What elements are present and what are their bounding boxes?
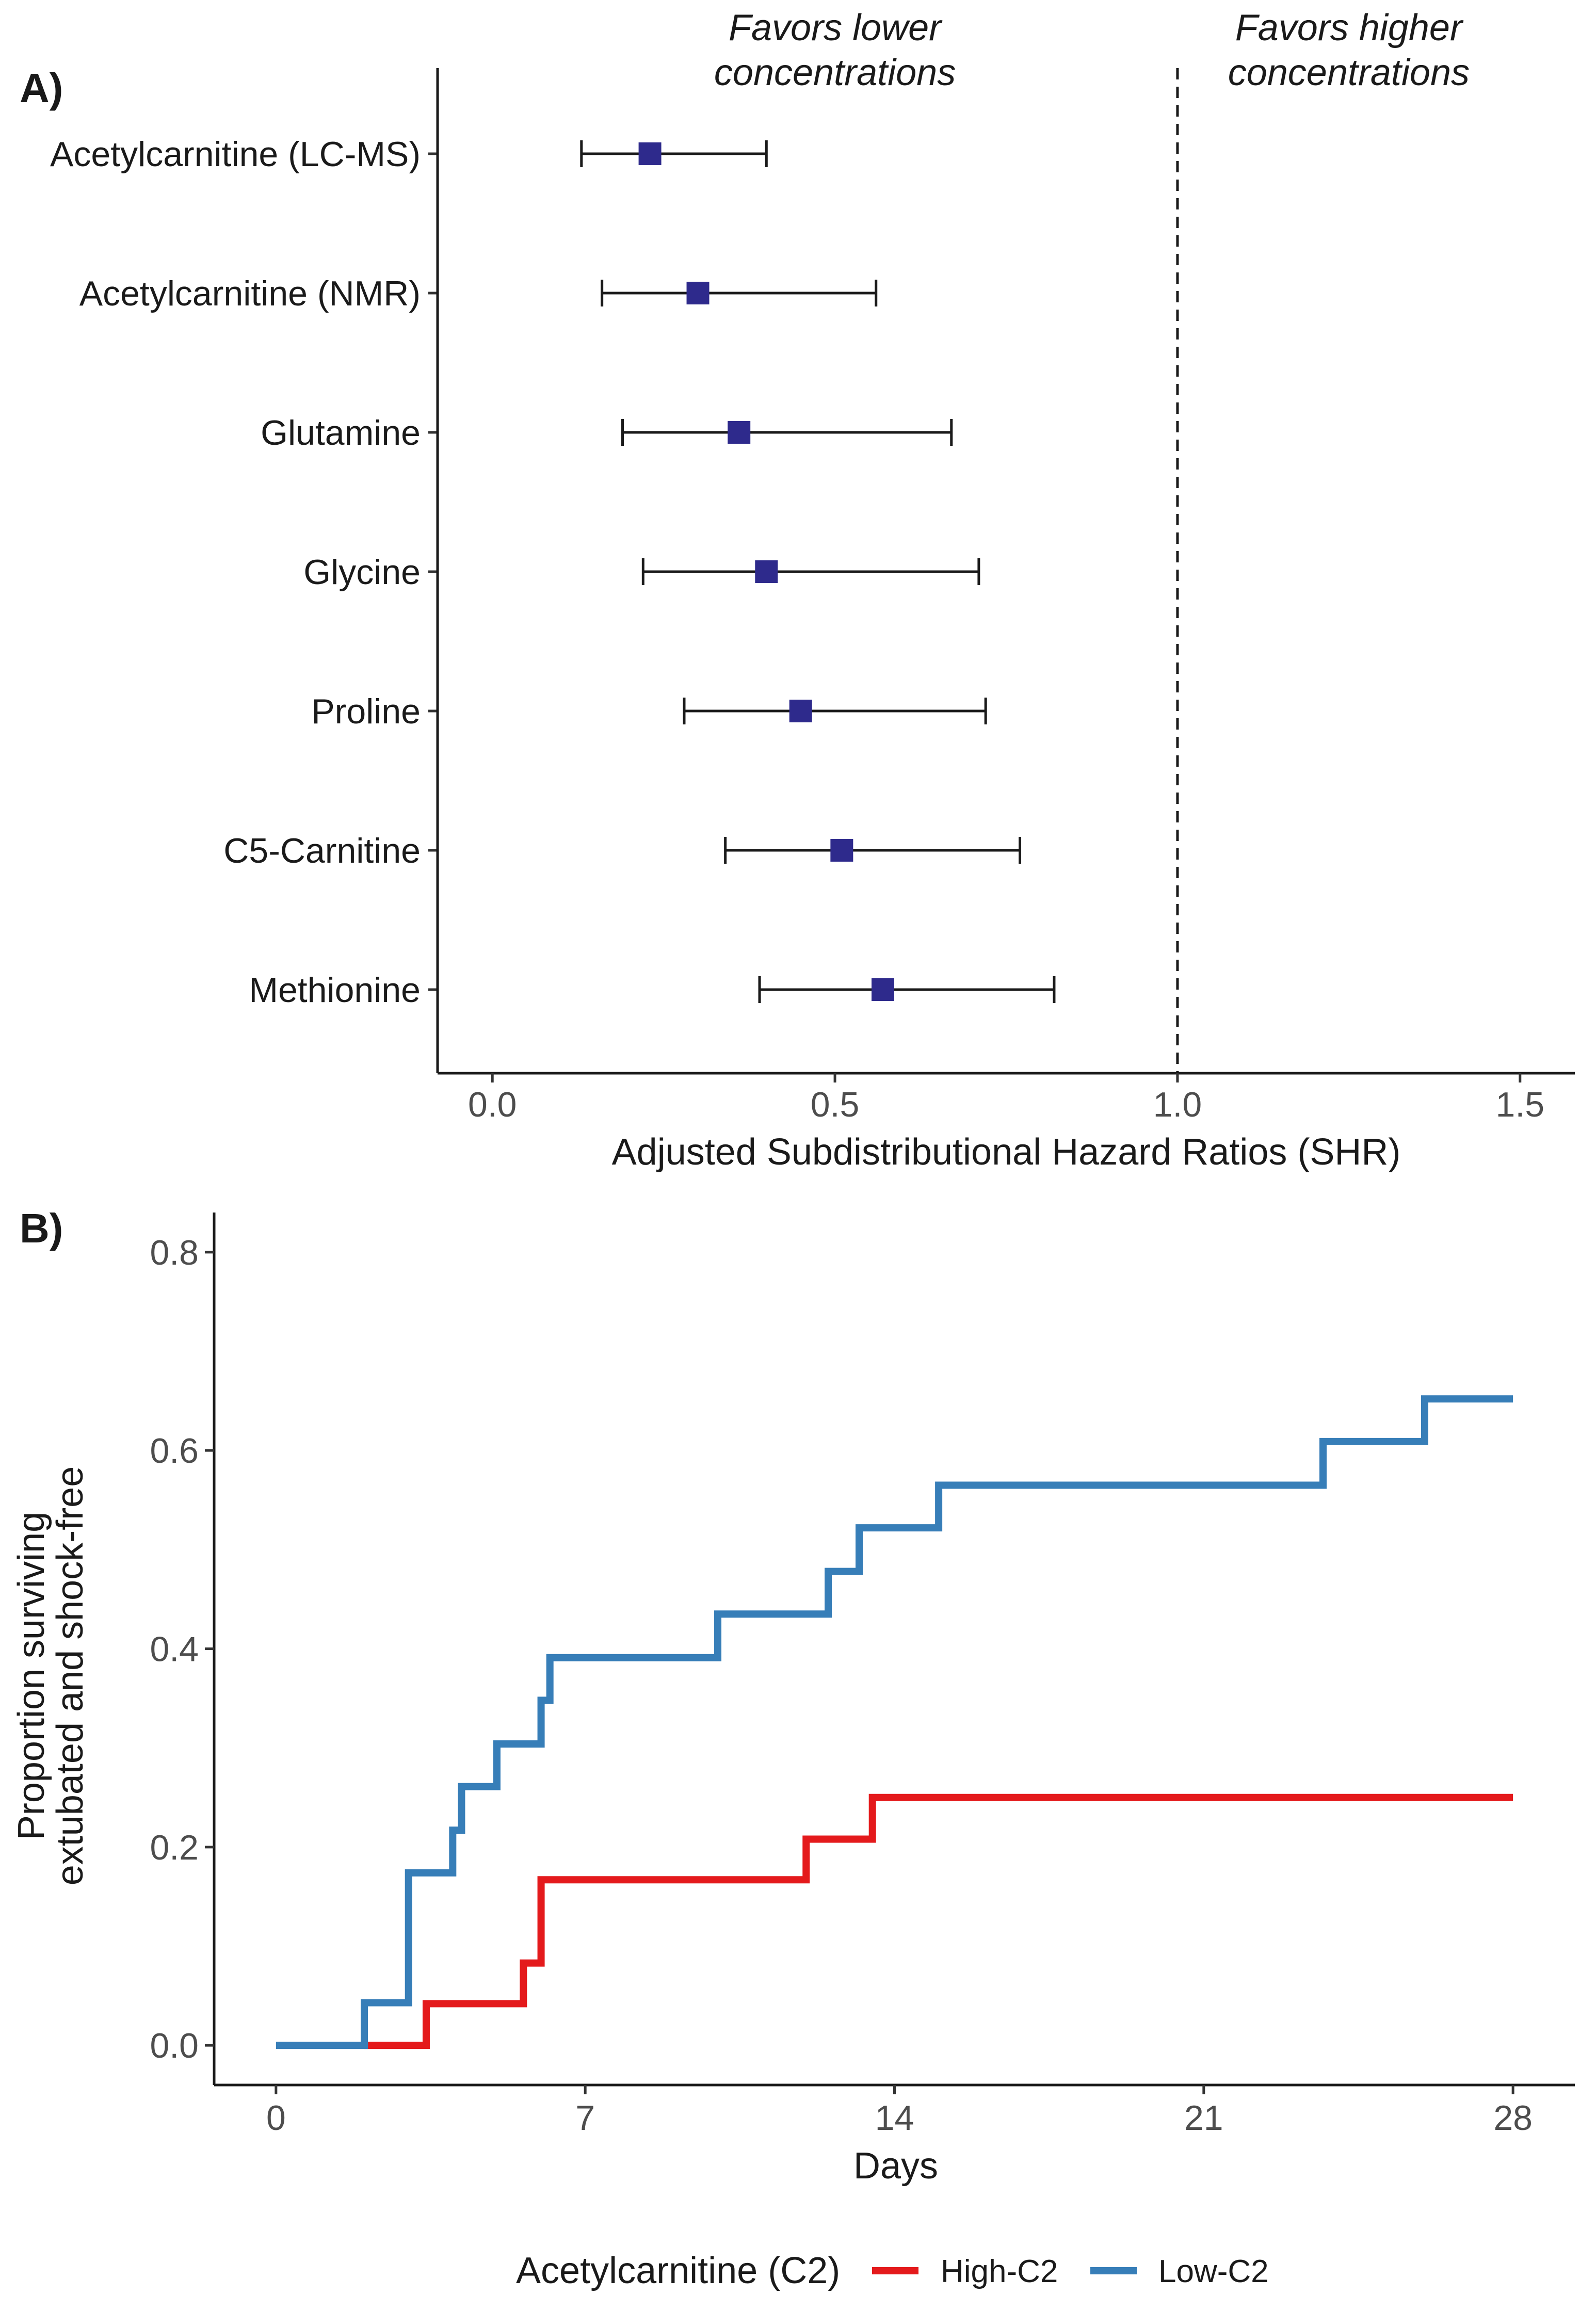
point-estimate (789, 700, 812, 722)
series-high-c2-line (364, 1793, 1513, 2049)
forest-row-glutamine: Glutamine (261, 413, 953, 452)
panel-label-a: A) (20, 65, 63, 111)
y-tick-label: 0.8 (150, 1233, 199, 1272)
favors-lower-line1: Favors lower (729, 7, 943, 49)
y-tick-label: 0.6 (150, 1431, 199, 1470)
y-tick-label: 0.0 (150, 2026, 199, 2065)
y-axis-title-line1: Proportion surviving (11, 1512, 52, 1840)
favors-lower-line2: concentrations (714, 52, 956, 93)
x-ticks-a: 0.0 0.5 1.0 1.5 (468, 1073, 1544, 1124)
row-label: Acetylcarnitine (NMR) (79, 274, 421, 313)
forest-row-proline: Proline (311, 692, 987, 731)
y-tick-label: 0.4 (150, 1630, 199, 1669)
legend-title: Acetylcarnitine (C2) (516, 2250, 840, 2291)
x-tick-label: 0.0 (468, 1085, 517, 1124)
x-tick-label: 7 (575, 2098, 595, 2138)
legend-label-high-c2: High-C2 (941, 2254, 1058, 2289)
x-tick-label: 0.5 (811, 1085, 860, 1124)
favors-higher-line2: concentrations (1228, 52, 1470, 93)
point-estimate (830, 839, 853, 862)
series-low-c2-line (276, 1395, 1513, 2049)
y-axis-title-line2: extubated and shock-free (50, 1466, 91, 1886)
x-axis-title-a: Adjusted Subdistributional Hazard Ratios… (612, 1132, 1401, 1173)
panel-label-b: B) (20, 1205, 63, 1251)
point-estimate (872, 978, 895, 1001)
point-estimate (686, 282, 710, 304)
x-tick-label: 21 (1184, 2098, 1223, 2138)
forest-row-acetylcarnitine-nmr: Acetylcarnitine (NMR) (79, 274, 878, 313)
y-tick-label: 0.2 (150, 1828, 199, 1867)
forest-row-glycine: Glycine (303, 553, 980, 592)
step-curve-lines (276, 1395, 1513, 2049)
x-tick-label: 28 (1493, 2098, 1533, 2138)
forest-row-c5-carnitine: C5-Carnitine (223, 831, 1022, 870)
forest-plot-marks: Acetylcarnitine (LC-MS) Acetylcarnitine (… (50, 68, 1179, 1073)
legend-label-low-c2: Low-C2 (1158, 2254, 1269, 2289)
x-tick-label: 1.0 (1153, 1085, 1202, 1124)
row-label: Acetylcarnitine (LC-MS) (50, 135, 421, 174)
point-estimate (638, 142, 662, 165)
x-ticks-b: 0 7 14 21 28 (266, 2085, 1533, 2138)
row-label: Glycine (303, 553, 421, 592)
step-curve-panel: B) 0.0 0.2 0.4 0.6 0.8 0 7 14 21 28 Days Proport… (11, 1205, 1575, 2187)
favors-higher-line1: Favors higher (1235, 7, 1464, 49)
forest-row-methionine: Methionine (249, 971, 1056, 1010)
x-tick-label: 14 (875, 2098, 914, 2138)
point-estimate (728, 421, 751, 444)
forest-row-acetylcarnitine-lc-ms: Acetylcarnitine (LC-MS) (50, 135, 768, 174)
x-tick-label: 1.5 (1496, 1085, 1545, 1124)
forest-plot-panel: A) Favors lower concentrations Favors hi… (20, 7, 1575, 1173)
row-label: Methionine (249, 971, 421, 1010)
x-tick-label: 0 (266, 2098, 286, 2138)
point-estimate (755, 560, 778, 583)
legend: Acetylcarnitine (C2) High-C2 Low-C2 (516, 2250, 1269, 2291)
x-axis-title-b: Days (853, 2145, 938, 2187)
row-label: Proline (311, 692, 421, 731)
row-label: C5-Carnitine (223, 831, 421, 870)
row-label: Glutamine (261, 413, 421, 452)
y-ticks-b: 0.0 0.2 0.4 0.6 0.8 (150, 1233, 214, 2065)
